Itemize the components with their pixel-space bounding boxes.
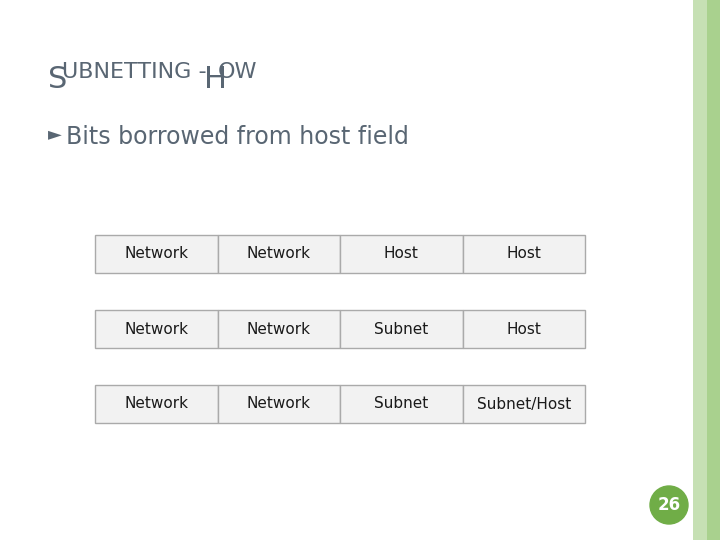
Text: Network: Network	[125, 246, 188, 261]
Bar	[95, 310, 217, 348]
Bar	[340, 310, 462, 348]
Bar	[217, 310, 340, 348]
Text: Host: Host	[384, 246, 419, 261]
Text: Subnet: Subnet	[374, 321, 428, 336]
Text: Network: Network	[247, 321, 311, 336]
Circle shape	[650, 486, 688, 524]
Text: OW: OW	[218, 62, 258, 82]
Text: ►: ►	[48, 125, 62, 143]
Text: Network: Network	[125, 396, 188, 411]
Bar	[693, 0, 707, 540]
Text: Network: Network	[247, 396, 311, 411]
Bar	[462, 385, 585, 423]
Bar	[217, 235, 340, 273]
Text: Bits borrowed from host field: Bits borrowed from host field	[66, 125, 409, 149]
Text: UBNETTING -: UBNETTING -	[62, 62, 207, 82]
Bar	[217, 385, 340, 423]
Text: Network: Network	[247, 246, 311, 261]
Text: Network: Network	[125, 321, 188, 336]
Bar	[95, 235, 217, 273]
Text: H: H	[204, 65, 227, 94]
Text: 26: 26	[657, 496, 680, 514]
Text: S: S	[48, 65, 68, 94]
Bar	[707, 0, 720, 540]
Text: Host: Host	[506, 321, 541, 336]
Bar	[340, 235, 462, 273]
Bar	[462, 235, 585, 273]
Text: Subnet: Subnet	[374, 396, 428, 411]
Bar	[340, 385, 462, 423]
Text: Host: Host	[506, 246, 541, 261]
Text: Subnet/Host: Subnet/Host	[477, 396, 571, 411]
Bar	[95, 385, 217, 423]
Bar	[462, 310, 585, 348]
